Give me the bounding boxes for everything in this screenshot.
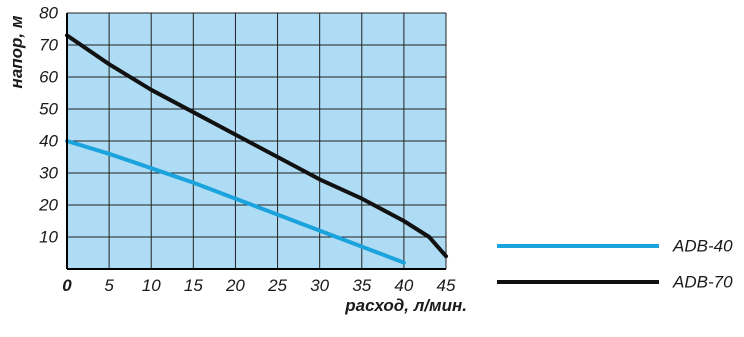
series-line-adb-40 (65, 139, 406, 265)
legend-label: ADB-70 (672, 273, 733, 292)
legend: ADB-40 ADB-70 (497, 237, 733, 292)
x-tick-label: 15 (184, 276, 203, 295)
x-tick-label: 35 (352, 276, 371, 295)
y-tick-labels: 10 20 30 40 50 60 70 80 (38, 4, 58, 247)
y-tick-label: 50 (39, 100, 58, 119)
y-tick-label: 60 (39, 68, 58, 87)
x-tick-label: 0 (62, 276, 72, 295)
series-lines (65, 33, 448, 265)
y-tick-label: 20 (38, 196, 58, 215)
x-axis-title: расход, л/мин. (344, 296, 467, 315)
y-tick-label: 10 (39, 228, 58, 247)
x-tick-label: 20 (225, 276, 245, 295)
x-tick-label: 5 (104, 276, 114, 295)
y-tick-label: 30 (39, 164, 58, 183)
legend-label: ADB-40 (672, 237, 733, 256)
series-line-adb-70 (65, 33, 448, 259)
x-tick-label: 40 (394, 276, 413, 295)
y-tick-label: 70 (39, 36, 58, 55)
x-tick-label: 10 (142, 276, 161, 295)
y-tick-label: 40 (39, 132, 58, 151)
x-tick-label: 45 (437, 276, 456, 295)
x-tick-label: 25 (267, 276, 287, 295)
y-axis-title: напор, м (7, 15, 26, 88)
x-tick-labels: 0 5 10 15 20 25 30 35 40 45 (62, 276, 456, 295)
y-tick-label: 80 (39, 4, 58, 23)
x-tick-label: 30 (310, 276, 329, 295)
